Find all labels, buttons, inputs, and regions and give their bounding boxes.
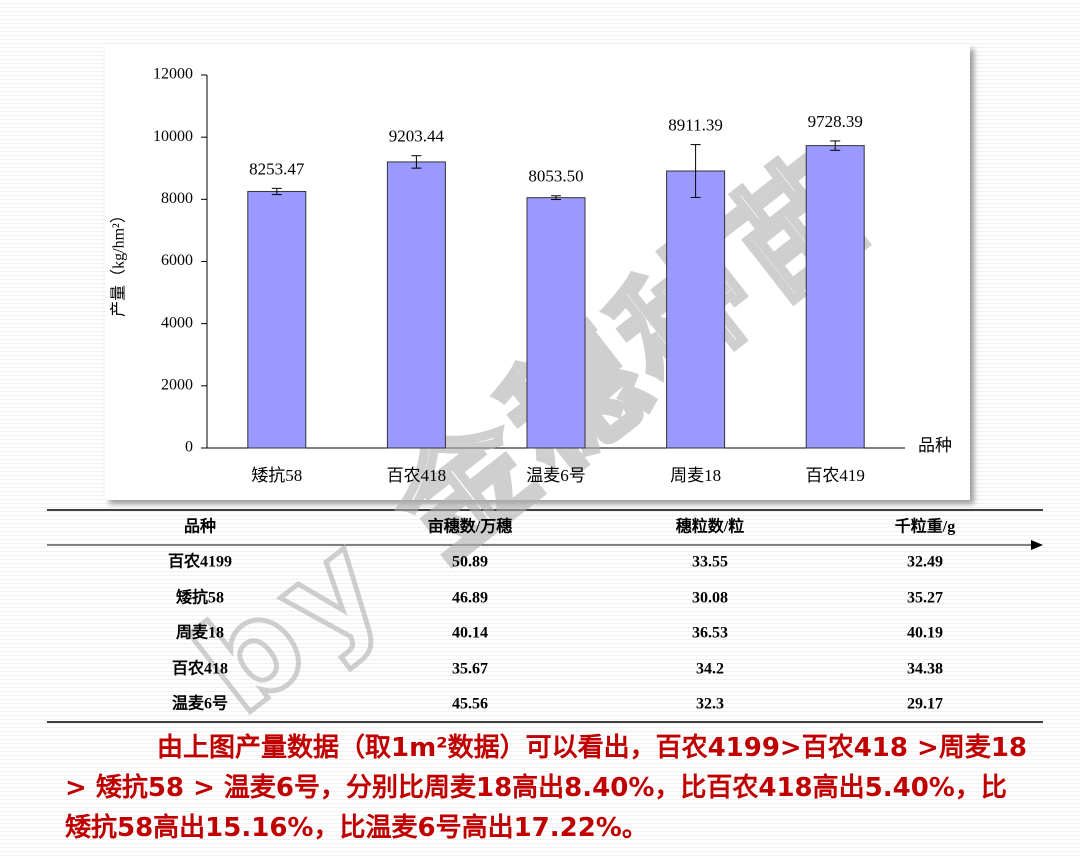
- table-cell: 34.38: [907, 661, 943, 678]
- table-cell: 35.67: [452, 661, 488, 678]
- error-bar: [690, 144, 701, 198]
- error-bar: [271, 187, 282, 196]
- error-bar: [830, 140, 841, 151]
- table-cell: 45.56: [452, 696, 488, 713]
- y-axis-label: 产量（kg/hm²）: [110, 207, 128, 317]
- error-bar: [551, 195, 561, 201]
- table-cell: 29.17: [907, 696, 943, 713]
- y-tick-label: 6000: [161, 252, 193, 269]
- value-label: 8911.39: [668, 115, 723, 134]
- y-tick-label: 8000: [161, 190, 193, 207]
- table-cell: 30.08: [692, 590, 728, 607]
- table-cell: 32.49: [907, 554, 943, 571]
- table-cell: 34.2: [696, 661, 724, 678]
- table-cell: 40.19: [907, 625, 943, 642]
- bar: [526, 197, 586, 449]
- table-cell: 35.27: [907, 590, 943, 607]
- bar: [666, 170, 726, 449]
- table-cell: 温麦6号: [171, 695, 228, 713]
- error-bar: [411, 155, 422, 169]
- y-tick-label: 2000: [161, 377, 193, 394]
- conclusion-text: 由上图产量数据（取1m²数据）可以看出，百农4199>百农418 >周麦18 >…: [65, 733, 1028, 843]
- x-tick-label: 周麦18: [670, 466, 721, 485]
- y-tick-label: 10000: [153, 128, 193, 145]
- table-cell: 百农418: [172, 659, 228, 678]
- table-cell: 46.89: [452, 590, 488, 607]
- table-header-cell: 穗粒数/粒: [676, 517, 744, 536]
- table-cell: 32.3: [696, 696, 724, 713]
- value-label: 8253.47: [249, 159, 305, 178]
- table-cell: 40.14: [452, 625, 488, 642]
- arrow-head: [1031, 540, 1043, 550]
- table-cell: 36.53: [692, 625, 728, 642]
- table-header-cell: 千粒重/g: [895, 517, 955, 536]
- bar: [805, 145, 865, 449]
- table-cell: 33.55: [692, 554, 728, 571]
- table-header-cell: 品种: [184, 517, 216, 536]
- table-header-cell: 亩穗数/万穗: [428, 517, 512, 536]
- x-tick-label: 百农419: [805, 466, 865, 485]
- value-label: 8053.50: [528, 167, 583, 186]
- value-label: 9203.44: [389, 127, 445, 146]
- bar: [386, 161, 446, 449]
- table-cell: 百农4199: [168, 552, 232, 571]
- table-cell: 50.89: [452, 554, 488, 571]
- x-tick-label: 百农418: [387, 466, 447, 485]
- table-cell: 矮抗58: [176, 588, 224, 607]
- y-tick-label: 0: [185, 439, 193, 456]
- x-tick-label: 温麦6号: [526, 466, 586, 485]
- value-label: 9728.39: [808, 112, 863, 131]
- y-tick-label: 4000: [161, 314, 193, 331]
- x-axis-label: 品种: [918, 436, 952, 456]
- bar: [247, 190, 307, 449]
- x-tick-label: 矮抗58: [251, 466, 302, 485]
- table-cell: 周麦18: [176, 624, 224, 642]
- y-tick-label: 12000: [153, 66, 193, 83]
